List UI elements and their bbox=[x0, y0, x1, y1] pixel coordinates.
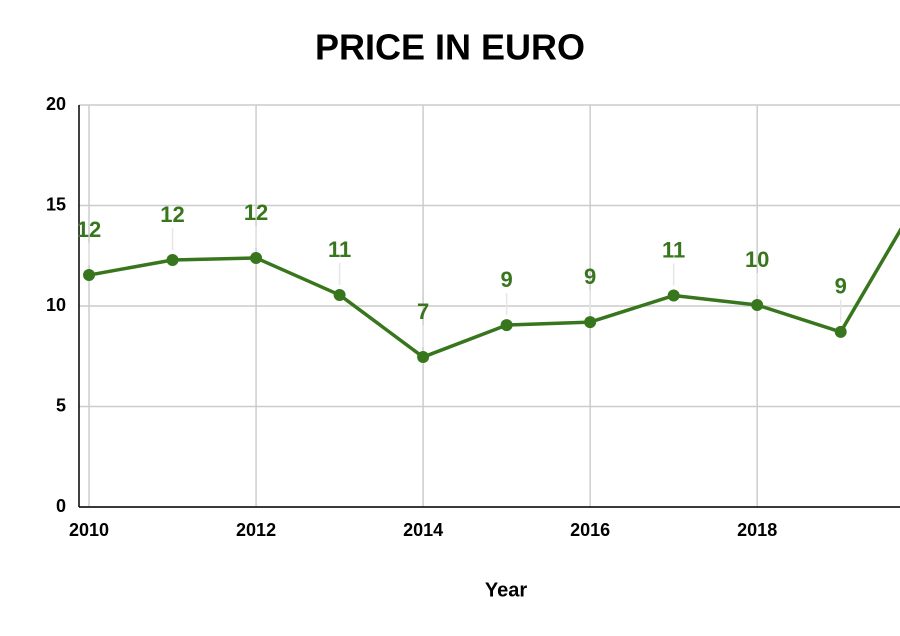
point bbox=[250, 251, 263, 264]
x-tick-label: 2012 bbox=[236, 520, 276, 540]
point bbox=[333, 288, 346, 301]
point bbox=[834, 325, 847, 338]
data-label: 9 bbox=[500, 267, 512, 292]
data-label: 12 bbox=[160, 202, 184, 227]
data-label: 9 bbox=[584, 264, 596, 289]
point bbox=[751, 298, 764, 311]
line bbox=[88, 227, 900, 359]
data-label: 9 bbox=[835, 274, 847, 299]
data-label: 12 bbox=[244, 200, 268, 225]
y-tick-label: 5 bbox=[56, 395, 66, 415]
x-tick-label: 2014 bbox=[403, 520, 443, 540]
data-label: 10 bbox=[745, 247, 769, 272]
chart-title: PRICE IN EURO bbox=[315, 27, 585, 68]
x-tick-label: 2018 bbox=[737, 520, 777, 540]
y-tick-label: 0 bbox=[56, 496, 66, 516]
data-label: 12 bbox=[77, 217, 101, 242]
y-tick-label: 15 bbox=[46, 194, 66, 214]
point bbox=[667, 289, 680, 302]
y-tick-label: 10 bbox=[46, 295, 66, 315]
data-label: 7 bbox=[417, 299, 429, 324]
point bbox=[584, 316, 597, 329]
point bbox=[166, 253, 179, 266]
x-axis-title: Year bbox=[485, 579, 527, 601]
x-tick-label: 2010 bbox=[69, 520, 109, 540]
data-label: 11 bbox=[328, 237, 351, 262]
point bbox=[83, 269, 96, 282]
y-tick-label: 20 bbox=[46, 94, 66, 114]
x-tick-label: 2016 bbox=[570, 520, 610, 540]
data-label: 11 bbox=[662, 237, 685, 262]
point bbox=[417, 351, 430, 364]
point bbox=[500, 319, 513, 332]
